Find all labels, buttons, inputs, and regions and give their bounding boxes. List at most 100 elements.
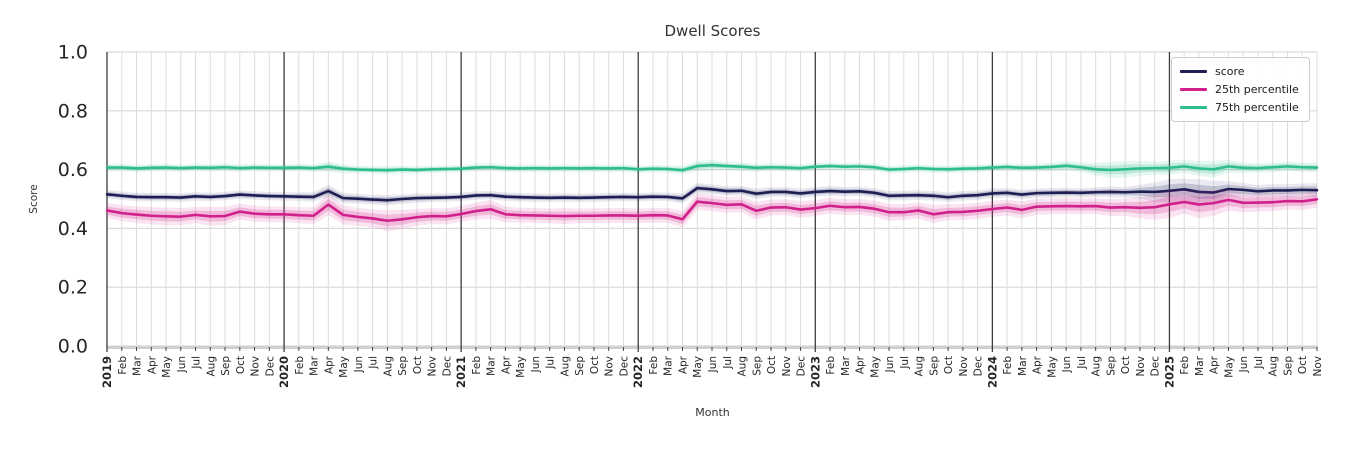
x-tick-label: May — [161, 356, 173, 378]
series-75th-percentile — [105, 159, 1319, 178]
x-tick-label: Jul — [191, 356, 203, 370]
x-tick-label: 2023 — [808, 356, 822, 388]
x-tick-label: 2019 — [100, 356, 114, 388]
x-tick-label: May — [515, 356, 527, 378]
x-tick-label: Sep — [751, 356, 763, 376]
legend-label: 75th percentile — [1215, 101, 1299, 114]
x-tick-label: Mar — [1017, 355, 1029, 375]
x-tick-label: Nov — [1312, 356, 1324, 377]
y-tick-labels: 0.0 0.2 0.4 0.6 0.8 1.0 — [58, 42, 88, 358]
x-tick-label: Jul — [899, 356, 911, 370]
x-tick-label: Jun — [1061, 356, 1073, 373]
legend-line-swatch — [1180, 88, 1207, 91]
x-tick-label: Aug — [382, 356, 394, 377]
series-25th-percentile — [105, 189, 1319, 232]
x-tick-label: Jun — [176, 356, 188, 373]
x-tick-label: Oct — [766, 356, 778, 374]
legend-line-swatch — [1180, 70, 1207, 73]
x-tick-label: Aug — [559, 356, 571, 377]
gridlines — [106, 51, 1318, 352]
y-tick-label: 0.0 — [58, 336, 88, 358]
x-tick-label: Sep — [1105, 356, 1117, 376]
confidence-band — [107, 162, 1317, 175]
x-tick-label: Feb — [648, 356, 660, 375]
x-tick-label: Dec — [618, 356, 630, 377]
x-tick-label: Jun — [1238, 356, 1250, 373]
x-tick-label: Mar — [486, 355, 498, 375]
x-tick-label: Oct — [1120, 356, 1132, 374]
x-tick-label: Feb — [294, 356, 306, 375]
legend: score 25th percentile 75th percentile — [1171, 57, 1310, 122]
x-axis-label: Month — [695, 406, 730, 419]
confidence-band — [107, 159, 1317, 178]
x-tick-label: Apr — [323, 355, 335, 374]
x-tick-label: Sep — [574, 356, 586, 376]
x-tick-label: Jul — [1253, 356, 1265, 370]
x-tick-label: Nov — [250, 356, 262, 377]
x-tick-label: Feb — [825, 356, 837, 375]
x-tick-label: Aug — [205, 356, 217, 377]
x-tick-label: Apr — [1209, 355, 1221, 374]
data-line — [105, 186, 1319, 202]
x-tick-label: Oct — [235, 356, 247, 374]
x-tick-label: Mar — [309, 355, 321, 375]
x-tick-label: Apr — [146, 355, 158, 374]
legend-item-score: score — [1180, 63, 1299, 80]
x-tick-label: Sep — [397, 356, 409, 376]
x-tick-label: Feb — [1002, 356, 1014, 375]
data-line — [105, 163, 1319, 172]
x-tick-label: Dec — [796, 356, 808, 377]
x-tick-label: Jul — [722, 356, 734, 370]
y-tick-label: 1.0 — [58, 42, 88, 64]
x-tick-label: Mar — [663, 355, 675, 375]
x-tick-label: Sep — [220, 356, 232, 376]
x-tick-label: 2024 — [985, 356, 999, 388]
x-tick-label: Jul — [1076, 356, 1088, 370]
legend-item-75th-percentile: 75th percentile — [1180, 99, 1299, 116]
x-tick-label: Oct — [412, 356, 424, 374]
legend-label: score — [1215, 65, 1245, 78]
x-tick-label: Nov — [1135, 356, 1147, 377]
x-tick-label: Aug — [1091, 356, 1103, 377]
y-tick-label: 0.4 — [58, 218, 88, 240]
y-tick-label: 0.8 — [58, 100, 88, 122]
x-tick-label: Jul — [368, 356, 380, 370]
x-tick-label: Aug — [737, 356, 749, 377]
y-tick-label: 0.2 — [58, 277, 88, 299]
x-tick-label: Oct — [943, 356, 955, 374]
data-line — [105, 197, 1319, 223]
legend-line-swatch — [1180, 106, 1207, 109]
x-tick-label: Dec — [264, 356, 276, 377]
x-tick-label: Dec — [973, 356, 985, 377]
x-tick-label: Apr — [677, 355, 689, 374]
chart-title: Dwell Scores — [664, 22, 761, 40]
x-tick-label: Feb — [1179, 356, 1191, 375]
x-tick-label: May — [338, 356, 350, 378]
x-tick-label: Nov — [781, 356, 793, 377]
x-tick-label: May — [869, 356, 881, 378]
x-tick-label: Nov — [958, 356, 970, 377]
x-tick-label: Aug — [914, 356, 926, 377]
x-tick-label: May — [1223, 356, 1235, 378]
x-tick-labels: 2019 Feb Mar Apr May Jun Jul Aug Sep Oct Nov Dec 202… — [100, 355, 1324, 388]
x-tick-label: 2022 — [631, 356, 645, 388]
x-tick-label: Mar — [840, 355, 852, 375]
legend-label: 25th percentile — [1215, 83, 1299, 96]
x-tick-label: Sep — [1282, 356, 1294, 376]
x-tick-label: May — [692, 356, 704, 378]
x-tick-label: 2025 — [1162, 356, 1176, 388]
x-tick-label: Jun — [353, 356, 365, 373]
x-tick-label: Apr — [855, 355, 867, 374]
x-tick-label: May — [1046, 356, 1058, 378]
x-tick-label: Nov — [604, 356, 616, 377]
x-tick-label: Dec — [1150, 356, 1162, 377]
x-tick-label: Apr — [500, 355, 512, 374]
x-tick-label: Jul — [545, 356, 557, 370]
x-tick-label: 2020 — [277, 356, 291, 388]
x-tick-label: Oct — [589, 356, 601, 374]
x-tick-label: Jun — [707, 356, 719, 373]
x-tick-label: Jun — [884, 356, 896, 373]
series-score — [105, 178, 1319, 206]
x-tick-label: Mar — [132, 355, 144, 375]
